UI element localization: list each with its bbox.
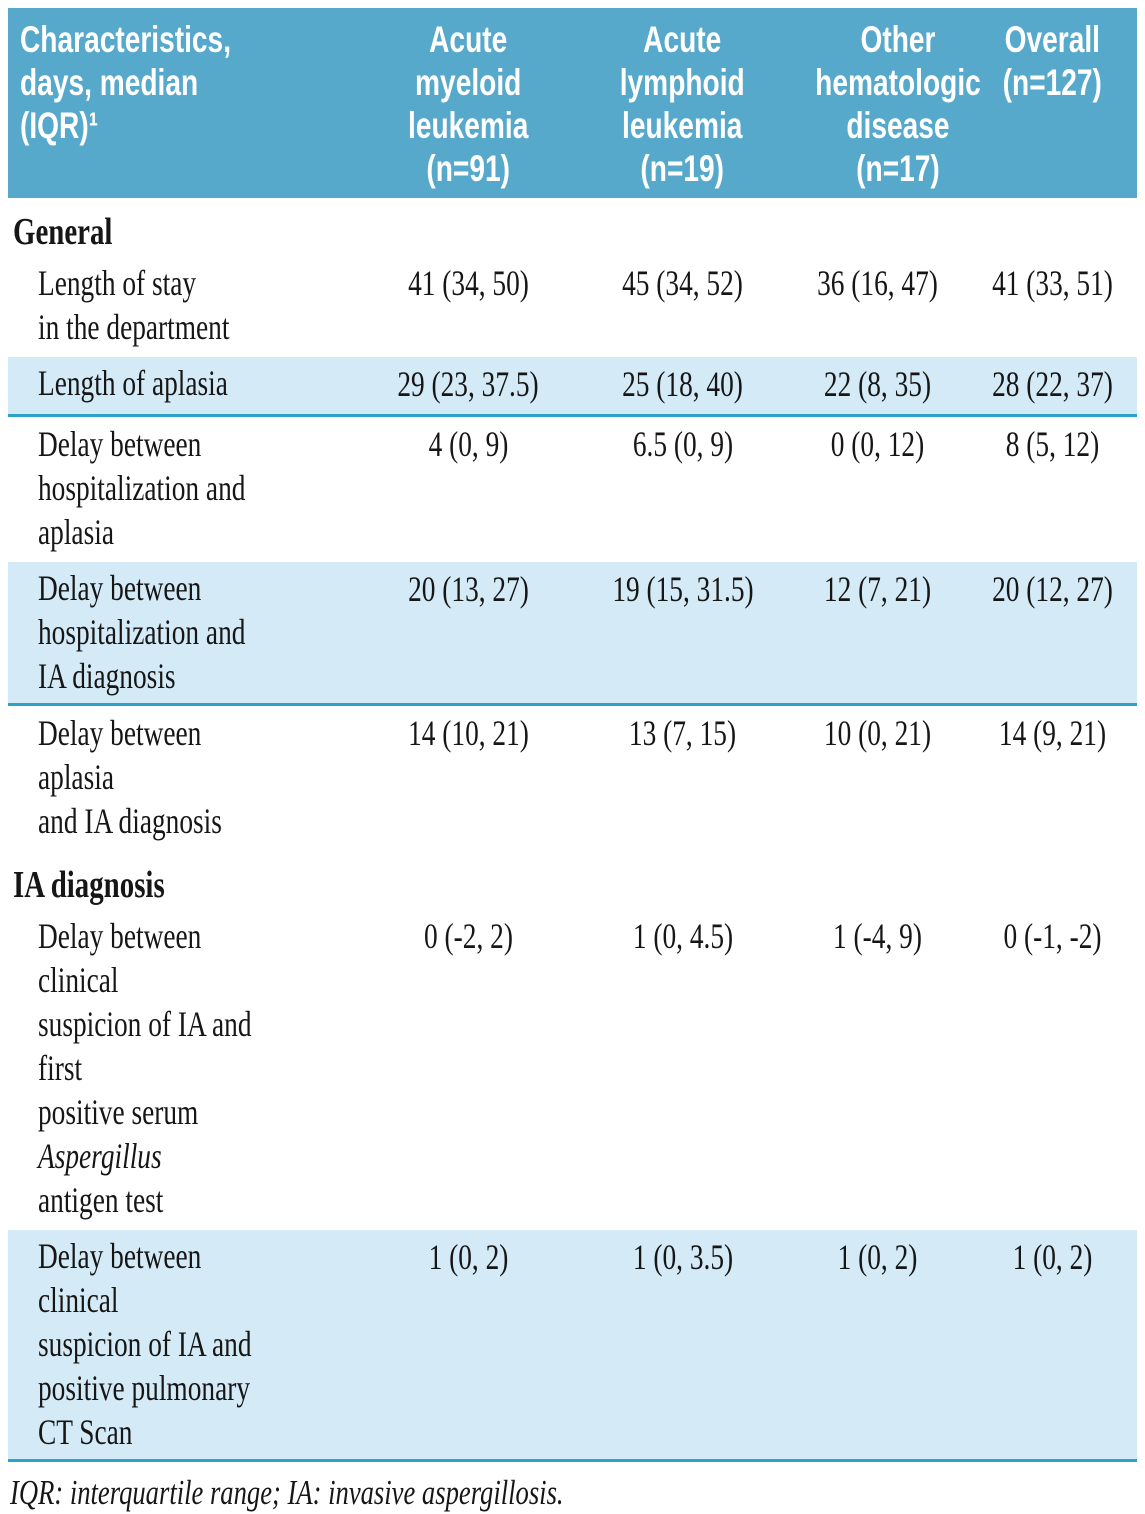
cell-all: 1 (0, 4.5) — [578, 909, 787, 1230]
section-row-general: General — [8, 198, 1137, 256]
cell-value: 20 (13, 27) — [407, 569, 529, 609]
cell-value: 0 (-1, -2) — [1003, 916, 1102, 956]
row-label: Delay between clinical suspicion of IA a… — [38, 916, 252, 1220]
cell-value: 0 (0, 12) — [830, 424, 925, 464]
header-aml-label: Acute myeloid leukemia (n=91) — [407, 19, 529, 189]
row-delay-suspicion-ct-scan: Delay between clinical suspicion of IA a… — [8, 1230, 1137, 1462]
row-label-cell: Delay between clinical suspicion of IA a… — [8, 909, 358, 1230]
cell-aml: 41 (34, 50) — [358, 256, 578, 357]
cell-value: 1 (0, 2) — [837, 1237, 918, 1277]
header-all-label: Acute lymphoid leukemia (n=19) — [620, 19, 746, 189]
header-other-label: Other hematologic disease (n=17) — [815, 19, 981, 189]
cell-overall: 20 (12, 27) — [967, 562, 1137, 706]
section-ia-diagnosis-label: IA diagnosis — [13, 864, 165, 906]
row-length-of-stay: Length of stay in the department 41 (34,… — [8, 256, 1137, 357]
row-label: Length of aplasia — [38, 363, 228, 403]
cell-other: 10 (0, 21) — [787, 705, 968, 852]
row-delay-aplasia-ia-diagnosis: Delay between aplasia and IA diagnosis 1… — [8, 705, 1137, 852]
cell-value: 4 (0, 9) — [428, 424, 508, 464]
cell-other: 36 (16, 47) — [787, 256, 968, 357]
cell-overall: 41 (33, 51) — [968, 256, 1137, 357]
row-label: Delay between clinical suspicion of IA a… — [38, 1236, 252, 1452]
row-label-cell: Delay between hospitalization and aplasi… — [8, 416, 358, 563]
row-label-cell: Length of aplasia — [8, 357, 358, 417]
cell-all: 19 (15, 31.5) — [578, 562, 787, 706]
section-row-ia-diagnosis: IA diagnosis — [8, 851, 1137, 909]
cell-overall: 14 (9, 21) — [968, 705, 1137, 852]
header-cell-overall: Overall (n=127) — [967, 8, 1137, 198]
cell-aml: 29 (23, 37.5) — [357, 357, 579, 417]
footnote: IQR: interquartile range; IA: invasive a… — [10, 1472, 1137, 1514]
cell-value: 14 (9, 21) — [998, 713, 1106, 753]
cell-value: 41 (33, 51) — [991, 263, 1113, 303]
cell-value: 1 (0, 4.5) — [632, 916, 733, 956]
characteristics-table: Characteristics, days, median (IQR)¹ Acu… — [8, 8, 1137, 1462]
row-label: Length of stay in the department — [38, 263, 230, 347]
cell-value: 0 (-2, 2) — [423, 916, 513, 956]
cell-other: 1 (-4, 9) — [787, 909, 968, 1230]
cell-all: 25 (18, 40) — [578, 357, 787, 417]
row-label: Delay between hospitalization and aplasi… — [38, 424, 246, 552]
cell-value: 19 (15, 31.5) — [611, 569, 754, 609]
row-length-of-aplasia: Length of aplasia 29 (23, 37.5) 25 (18, … — [8, 357, 1137, 417]
row-label-cell: Length of stay in the department — [8, 256, 358, 357]
cell-all: 13 (7, 15) — [578, 705, 787, 852]
cell-aml: 1 (0, 2) — [357, 1230, 579, 1462]
cell-other: 0 (0, 12) — [787, 416, 968, 563]
cell-value: 12 (7, 21) — [823, 569, 931, 609]
footnote-text: IQR: interquartile range; IA: invasive a… — [10, 1473, 564, 1512]
section-label-cell: General — [8, 198, 1137, 256]
row-delay-hospitalization-ia-diagnosis: Delay between hospitalization and IA dia… — [8, 562, 1137, 706]
cell-value: 10 (0, 21) — [823, 713, 931, 753]
table-header-row: Characteristics, days, median (IQR)¹ Acu… — [8, 8, 1137, 198]
cell-aml: 4 (0, 9) — [358, 416, 578, 563]
cell-value: 36 (16, 47) — [816, 263, 938, 303]
cell-overall: 0 (-1, -2) — [968, 909, 1137, 1230]
cell-value: 29 (23, 37.5) — [397, 364, 539, 404]
cell-all: 6.5 (0, 9) — [578, 416, 787, 563]
cell-aml: 20 (13, 27) — [357, 562, 579, 706]
cell-aml: 14 (10, 21) — [358, 705, 578, 852]
cell-all: 45 (34, 52) — [578, 256, 787, 357]
cell-value: 6.5 (0, 9) — [632, 424, 733, 464]
cell-value: 1 (0, 2) — [1012, 1237, 1093, 1277]
cell-value: 45 (34, 52) — [622, 263, 743, 303]
row-label-cell: Delay between clinical suspicion of IA a… — [8, 1230, 358, 1462]
header-overall-label: Overall (n=127) — [1002, 19, 1102, 103]
cell-other: 1 (0, 2) — [786, 1230, 968, 1462]
cell-value: 20 (12, 27) — [991, 569, 1113, 609]
cell-aml: 0 (-2, 2) — [358, 909, 578, 1230]
cell-value: 22 (8, 35) — [823, 364, 931, 404]
header-cell-other-hematologic: Other hematologic disease (n=17) — [786, 8, 981, 198]
cell-all: 1 (0, 3.5) — [578, 1230, 787, 1462]
row-label: Delay between aplasia and IA diagnosis — [38, 713, 222, 841]
header-cell-aml: Acute myeloid leukemia (n=91) — [357, 8, 579, 198]
cell-value: 8 (5, 12) — [1005, 424, 1100, 464]
header-characteristics-label: Characteristics, days, median (IQR)¹ — [20, 19, 232, 146]
cell-value: 1 (0, 2) — [428, 1237, 508, 1277]
section-label-cell: IA diagnosis — [8, 851, 1137, 909]
cell-value: 13 (7, 15) — [628, 713, 737, 753]
header-cell-characteristics: Characteristics, days, median (IQR)¹ — [8, 8, 358, 198]
row-label-cell: Delay between aplasia and IA diagnosis — [8, 705, 358, 852]
cell-value: 41 (34, 50) — [407, 263, 529, 303]
cell-other: 22 (8, 35) — [786, 357, 968, 417]
cell-value: 28 (22, 37) — [991, 364, 1113, 404]
row-label: Delay between hospitalization and IA dia… — [38, 568, 246, 696]
cell-overall: 28 (22, 37) — [967, 357, 1137, 417]
header-cell-all: Acute lymphoid leukemia (n=19) — [578, 8, 787, 198]
cell-overall: 1 (0, 2) — [967, 1230, 1137, 1462]
cell-value: 1 (0, 3.5) — [632, 1237, 733, 1277]
cell-value: 14 (10, 21) — [407, 713, 529, 753]
row-label-cell: Delay between hospitalization and IA dia… — [8, 562, 358, 706]
cell-value: 1 (-4, 9) — [832, 916, 922, 956]
cell-other: 12 (7, 21) — [786, 562, 968, 706]
section-general-label: General — [13, 211, 113, 253]
row-delay-hospitalization-aplasia: Delay between hospitalization and aplasi… — [8, 416, 1137, 563]
row-delay-suspicion-antigen-test: Delay between clinical suspicion of IA a… — [8, 909, 1137, 1230]
cell-overall: 8 (5, 12) — [968, 416, 1137, 563]
cell-value: 25 (18, 40) — [622, 364, 743, 404]
